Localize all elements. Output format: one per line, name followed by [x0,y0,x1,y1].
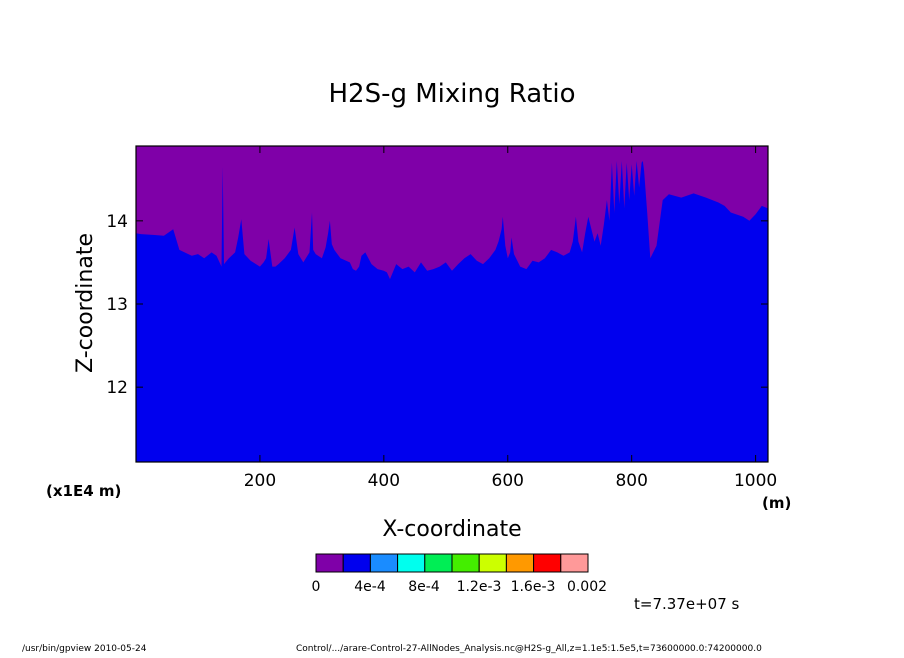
y-axis: 12 13 14 [106,212,768,398]
x-tick-label: 200 [244,471,276,491]
x-unit-label: (m) [762,494,791,512]
x-tick-label: 600 [492,471,524,491]
colorbar-swatch [560,553,589,573]
footer-right: Control/.../arare-Control-27-AllNodes_An… [296,644,762,654]
footer-left: /usr/bin/gpview 2010-05-24 [22,644,147,654]
plot-area [135,145,769,463]
colorbar-swatch [478,553,507,573]
colorbar-level-label: 1.2e-3 [457,579,502,595]
y-tick-label: 14 [106,212,128,232]
y-tick-label: 12 [106,378,128,398]
y-tick-label: 13 [106,295,128,315]
colorbar-level-label: 0 [312,579,321,595]
colorbar-swatch [533,553,562,573]
colorbar-swatch [505,553,535,573]
x-tick-label: 1000 [734,471,777,491]
colorbar-level-label: 4e-4 [354,579,386,595]
x-axis: 200 400 600 800 1000 [244,146,777,491]
colorbar-swatch [369,553,399,573]
colorbar: 0 4e-4 8e-4 1.2e-3 1.6e-3 0.002 [312,553,607,595]
colorbar-level-label: 0.002 [567,579,607,595]
x-axis-label: X-coordinate [382,517,521,542]
colorbar-swatch [424,553,453,573]
time-label: t=7.37e+07 s [634,595,740,613]
chart-title: H2S-g Mixing Ratio [328,79,575,109]
lower-region [136,161,768,462]
colorbar-level-label: 1.6e-3 [511,579,556,595]
y-unit-label: (x1E4 m) [46,482,121,500]
colorbar-swatch [315,553,344,573]
colorbar-swatch [451,553,480,573]
colorbar-level-label: 8e-4 [408,579,440,595]
x-tick-label: 400 [368,471,400,491]
x-tick-label: 800 [615,471,647,491]
colorbar-swatch [342,553,371,573]
colorbar-swatch [397,553,426,573]
y-axis-label: Z-coordinate [73,233,98,373]
